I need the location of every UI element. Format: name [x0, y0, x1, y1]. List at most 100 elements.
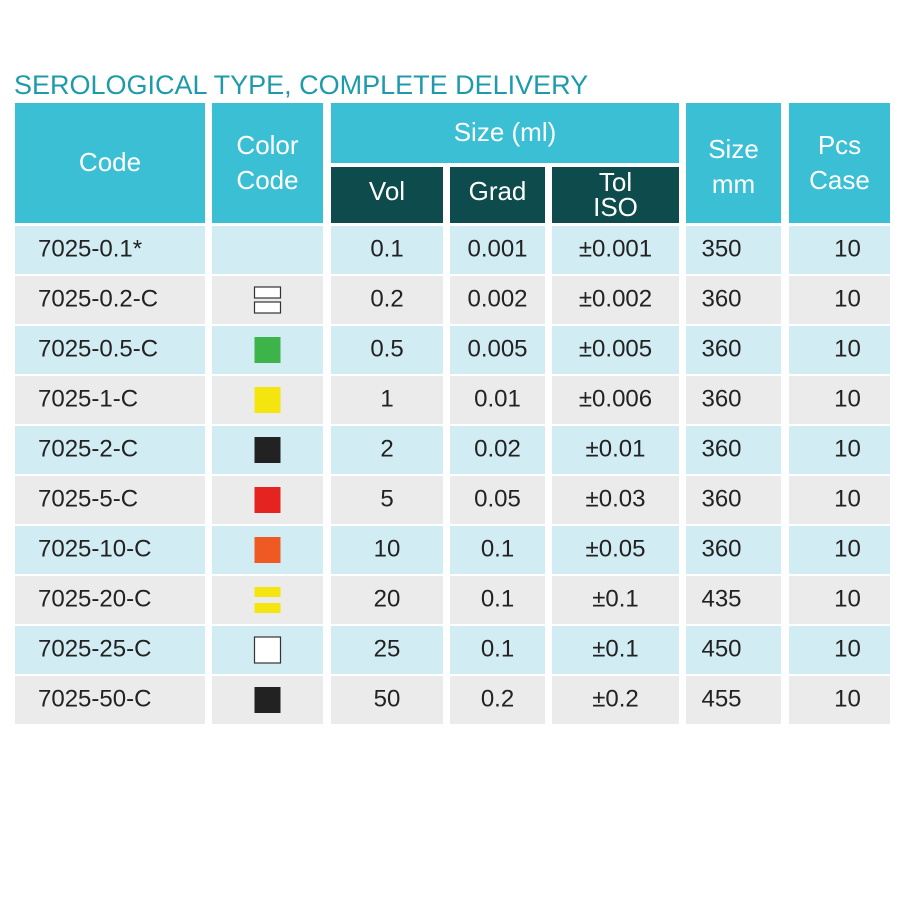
- cell-text: 360: [701, 285, 741, 312]
- cell-text: 360: [701, 335, 741, 362]
- subheader-cell: [552, 167, 679, 223]
- cell-text: 10: [834, 285, 861, 312]
- row-cell: [15, 676, 205, 724]
- cell-text: 435: [701, 585, 741, 612]
- row-cell: [686, 576, 781, 624]
- header-text: Code: [79, 147, 141, 177]
- row-cell: [331, 426, 443, 474]
- row-cell: [552, 226, 679, 274]
- cell-text: 0.1: [481, 635, 514, 662]
- row-cell: [552, 376, 679, 424]
- cell-text: 360: [701, 535, 741, 562]
- cell-text: 10: [834, 335, 861, 362]
- row-cell: [450, 276, 545, 324]
- row-cell: [789, 626, 890, 674]
- row-cell: [15, 526, 205, 574]
- row-cell: [789, 276, 890, 324]
- row-cell: [789, 476, 890, 524]
- header-cell: [15, 103, 205, 223]
- row-cell: [552, 326, 679, 374]
- code-text: 7025-2-C: [38, 435, 138, 462]
- cell-text: 0.2: [481, 685, 514, 712]
- cell-text: 0.1: [370, 235, 403, 262]
- cell-text: 20: [374, 585, 401, 612]
- cell-text: 10: [834, 435, 861, 462]
- row-cell: [331, 276, 443, 324]
- row-cell: [789, 376, 890, 424]
- cell-text: 360: [701, 435, 741, 462]
- header-cell: [789, 103, 890, 223]
- cell-text: 25: [374, 635, 401, 662]
- header-text: ISO: [593, 192, 638, 222]
- row-cell: [331, 326, 443, 374]
- code-text: 7025-25-C: [38, 635, 151, 662]
- header-text: Case: [809, 165, 870, 195]
- cell-text: 10: [834, 535, 861, 562]
- row-cell: [789, 676, 890, 724]
- cell-text: 10: [834, 585, 861, 612]
- cell-text: 0.5: [370, 335, 403, 362]
- color-swatch: [253, 301, 282, 314]
- header-text: Size: [708, 134, 759, 164]
- code-text: 7025-0.2-C: [38, 285, 158, 312]
- color-swatch: [253, 636, 282, 664]
- row-cell: [212, 226, 323, 274]
- header-text: mm: [712, 169, 755, 199]
- row-cell: [15, 426, 205, 474]
- cell-text: 0.1: [481, 535, 514, 562]
- header-text: Vol: [369, 176, 405, 206]
- row-cell: [331, 476, 443, 524]
- row-cell: [15, 476, 205, 524]
- row-cell: [686, 676, 781, 724]
- row-cell: [331, 576, 443, 624]
- code-text: 7025-0.5-C: [38, 335, 158, 362]
- row-cell: [686, 276, 781, 324]
- color-swatch: [254, 587, 281, 597]
- row-cell: [552, 676, 679, 724]
- row-cell: [450, 626, 545, 674]
- header-text: Tol: [599, 167, 632, 197]
- cell-text: 0.05: [474, 485, 521, 512]
- row-cell: [552, 526, 679, 574]
- title: SEROLOGICAL TYPE, COMPLETE DELIVERY: [14, 70, 588, 100]
- row-cell: [789, 226, 890, 274]
- row-cell: [212, 276, 323, 324]
- header-text: Grad: [469, 176, 527, 206]
- header-cell: [212, 103, 323, 223]
- row-cell: [450, 426, 545, 474]
- cell-text: 0.005: [467, 335, 527, 362]
- cell-text: 2: [380, 435, 393, 462]
- code-text: 7025-10-C: [38, 535, 151, 562]
- row-cell: [552, 276, 679, 324]
- cell-text: 10: [834, 235, 861, 262]
- header-text: Color: [236, 130, 298, 160]
- cell-text: ±0.001: [579, 235, 652, 262]
- cell-text: 50: [374, 685, 401, 712]
- row-cell: [552, 576, 679, 624]
- row-cell: [686, 426, 781, 474]
- cell-text: ±0.01: [586, 435, 646, 462]
- color-swatch: [254, 603, 281, 613]
- code-text: 7025-50-C: [38, 685, 151, 712]
- row-cell: [686, 376, 781, 424]
- header-text: Size (ml): [454, 117, 557, 147]
- row-cell: [789, 526, 890, 574]
- row-cell: [331, 226, 443, 274]
- color-swatch: [254, 337, 281, 363]
- cell-text: 0.01: [474, 385, 521, 412]
- code-text: 7025-0.1*: [38, 235, 142, 262]
- row-cell: [686, 476, 781, 524]
- cell-text: ±0.006: [579, 385, 652, 412]
- row-cell: [450, 326, 545, 374]
- cell-text: ±0.1: [592, 585, 639, 612]
- subheader-cell: [331, 167, 443, 223]
- row-cell: [552, 476, 679, 524]
- subheader-cell: [450, 167, 545, 223]
- header-cell: [686, 103, 781, 223]
- row-cell: [450, 576, 545, 624]
- row-cell: [789, 326, 890, 374]
- cell-text: ±0.005: [579, 335, 652, 362]
- cell-text: 0.001: [467, 235, 527, 262]
- cell-text: 0.02: [474, 435, 521, 462]
- color-swatch: [254, 687, 281, 713]
